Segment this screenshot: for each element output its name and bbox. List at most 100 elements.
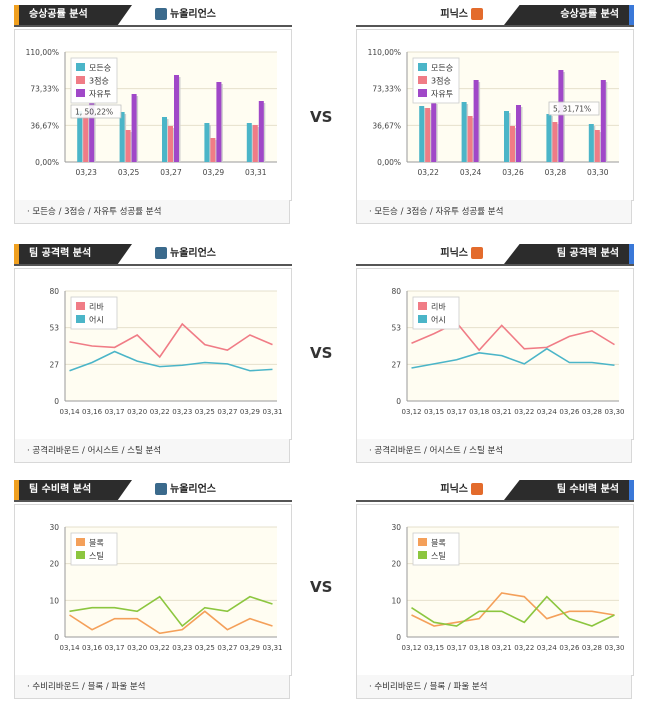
- bar: [174, 75, 179, 162]
- chart-footer: · 공격리바운드 / 어시스트 / 스틸 분석: [356, 439, 632, 463]
- series-line: [69, 595, 273, 628]
- x-tick-label: 03,23: [172, 408, 192, 416]
- section-shooting: 승상공률 분석 뉴올리언스 110,00% 73,33% 36,67% 0,00% 03…: [0, 5, 650, 227]
- header-rule: [14, 25, 292, 27]
- panel-right: 피닉스 승상공률 분석 110,00% 73,33% 36,67% 0,00% 03,2…: [356, 5, 634, 227]
- team-name: 피닉스: [440, 9, 468, 20]
- legend-swatch: [76, 76, 85, 84]
- x-tick-label: 03,26: [559, 408, 580, 416]
- y-tick-label: 30: [49, 523, 59, 532]
- x-tick-label: 03,26: [502, 168, 524, 177]
- bar: [594, 130, 600, 162]
- bar: [89, 98, 95, 162]
- team-name: 피닉스: [440, 248, 468, 259]
- panel-left: 승상공률 분석 뉴올리언스 110,00% 73,33% 36,67% 0,00% 03…: [14, 5, 292, 227]
- y-tick-label: 73,33%: [372, 85, 401, 94]
- legend-label: 모든승: [431, 64, 453, 73]
- x-tick-label: 03,27: [160, 168, 182, 177]
- legend-swatch: [76, 551, 85, 559]
- footer-text: 수비리바운드 / 블록 / 파울 분석: [374, 682, 488, 692]
- y-tick-label: 53: [49, 324, 59, 333]
- bar: [600, 80, 606, 162]
- bar: [419, 106, 425, 162]
- team-right-label: 피닉스: [440, 5, 486, 25]
- header-rule: [14, 500, 292, 502]
- section-title: 팀 공격력 분석: [14, 244, 132, 264]
- legend-swatch: [418, 538, 427, 546]
- footer-text: 모든승 / 3점승 / 자유투 성공률 분석: [32, 207, 162, 217]
- legend-label: 자유투: [431, 90, 453, 99]
- y-tick-label: 27: [391, 360, 401, 369]
- team-left-label: 뉴올리언스: [152, 5, 216, 25]
- x-tick-label: 03,16: [82, 644, 103, 652]
- footer-text: 수비리바운드 / 블록 / 파울 분석: [32, 682, 146, 692]
- x-tick-label: 03,24: [460, 168, 482, 177]
- bar: [431, 102, 437, 162]
- series-line: [411, 347, 615, 369]
- bar: [168, 126, 173, 162]
- legend-label: 3점승: [431, 76, 451, 86]
- x-tick-label: 03,26: [559, 644, 580, 652]
- x-tick-label: 03,17: [105, 408, 125, 416]
- legend-swatch: [418, 76, 427, 84]
- section-title: 팀 수비력 분석: [14, 480, 132, 500]
- x-tick-label: 03,15: [424, 644, 444, 652]
- legend-label: 모든승: [89, 64, 111, 73]
- team-left-label: 뉴올리언스: [152, 480, 216, 500]
- x-tick-label: 03,17: [105, 644, 125, 652]
- y-tick-label: 30: [391, 523, 401, 532]
- x-tick-label: 03,20: [127, 644, 147, 652]
- bar: [510, 126, 515, 162]
- x-tick-label: 03,30: [604, 408, 624, 416]
- x-tick-label: 03,28: [545, 168, 567, 177]
- x-tick-label: 03,29: [240, 408, 260, 416]
- bar: [246, 123, 252, 162]
- tooltip-box: [70, 104, 122, 119]
- team-name: 뉴올리언스: [170, 248, 216, 259]
- y-tick-label: 36,67%: [372, 121, 401, 130]
- legend-label: 블록: [431, 538, 446, 548]
- x-tick-label: 03,15: [424, 408, 444, 416]
- panel-header: 피닉스 승상공률 분석: [356, 5, 634, 25]
- team-name: 뉴올리언스: [170, 484, 216, 495]
- x-tick-label: 03,22: [514, 644, 534, 652]
- chart-footer: · 수비리바운드 / 블록 / 파울 분석: [14, 675, 290, 699]
- panel-right: 피닉스 팀 공격력 분석 80 53 27 0 03,12 03,15 03,17 03,18…: [356, 244, 634, 466]
- x-tick-label: 03,29: [203, 168, 225, 177]
- bar: [204, 123, 210, 162]
- bar: [252, 125, 258, 162]
- chart-footer: · 모든승 / 3점승 / 자유투 성공률 분석: [14, 200, 290, 224]
- panel-header: 피닉스 팀 공격력 분석: [356, 244, 634, 264]
- x-tick-label: 03,23: [172, 644, 192, 652]
- panel-header: 피닉스 팀 수비력 분석: [356, 480, 634, 500]
- x-tick-label: 03,22: [514, 408, 534, 416]
- bar: [467, 116, 473, 162]
- series-line: [411, 595, 615, 627]
- x-tick-label: 03,22: [150, 408, 170, 416]
- y-tick-label: 20: [391, 560, 401, 569]
- header-rule: [356, 500, 634, 502]
- panel-header: 승상공률 분석 뉴올리언스: [14, 5, 292, 25]
- x-tick-label: 03,14: [59, 644, 80, 652]
- x-tick-label: 03,28: [582, 408, 602, 416]
- bar: [552, 122, 558, 162]
- x-tick-label: 03,17: [447, 644, 467, 652]
- team-right-label: 피닉스: [440, 480, 486, 500]
- section-defense: 팀 수비력 분석 뉴올리언스 30 20 10 0 03,14 03,16 03,17 03,…: [0, 480, 650, 702]
- x-tick-label: 03,21: [492, 408, 512, 416]
- y-tick-label: 0: [396, 633, 401, 642]
- legend-label: 스틸: [431, 551, 446, 561]
- x-tick-label: 03,17: [447, 408, 467, 416]
- chart-box: 110,00% 73,33% 36,67% 0,00% 03,22 03,24 03,26 0…: [356, 29, 634, 201]
- x-tick-label: 03,31: [262, 644, 282, 652]
- bar: [461, 102, 467, 162]
- bar: [125, 130, 131, 162]
- x-tick-label: 03,28: [582, 644, 602, 652]
- x-tick-label: 03,25: [195, 644, 215, 652]
- team-logo-icon: [471, 8, 483, 20]
- legend-label: 어시: [89, 315, 104, 325]
- vs-label: VS: [310, 578, 333, 596]
